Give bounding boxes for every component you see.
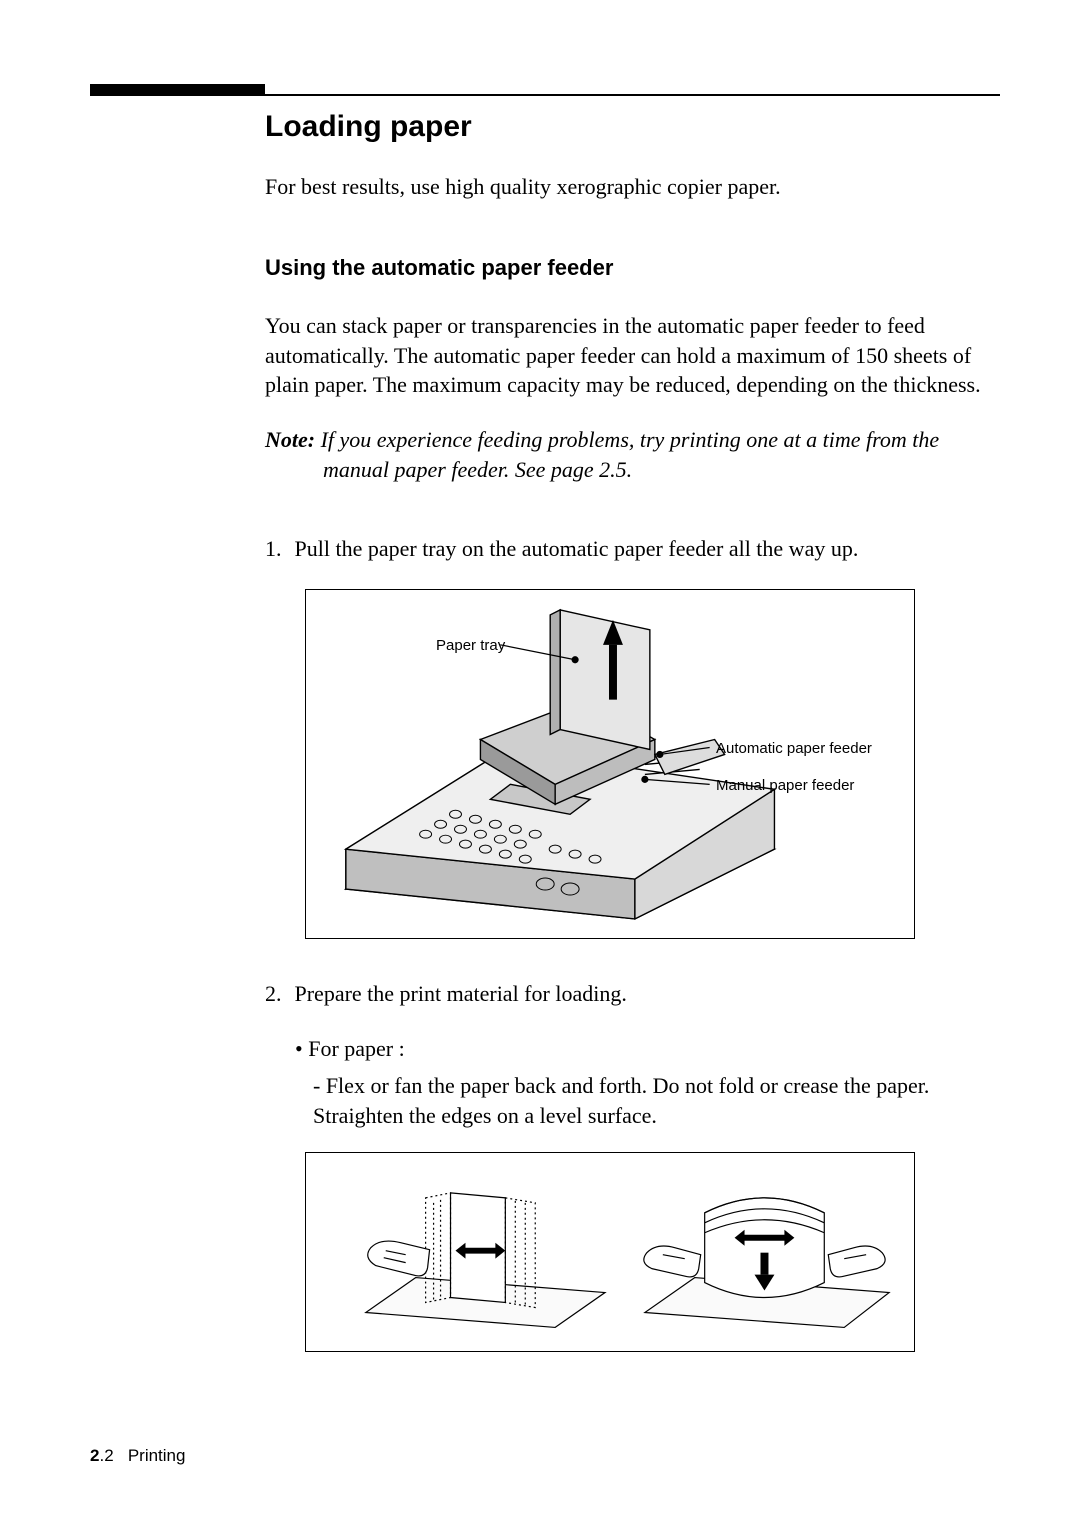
content-column: Loading paper For best results, use high…	[265, 110, 990, 1392]
step-2: 2. Prepare the print material for loadin…	[265, 979, 990, 1009]
step-1-num: 1.	[265, 534, 289, 564]
bullet-for-paper: • For paper :	[265, 1034, 990, 1065]
label-auto-feeder: Automatic paper feeder	[716, 740, 872, 757]
dash-flex-fan: - Flex or fan the paper back and forth. …	[265, 1071, 990, 1133]
step-2-num: 2.	[265, 979, 289, 1009]
page-footer: 2.2 Printing	[90, 1446, 185, 1466]
note-paragraph: Note: If you experience feeding problems…	[265, 425, 990, 484]
subheading: Using the automatic paper feeder	[265, 255, 990, 281]
body-paragraph-1: You can stack paper or transparencies in…	[265, 311, 990, 400]
label-paper-tray: Paper tray	[436, 637, 505, 654]
header-thick-bar	[90, 84, 265, 96]
intro-text: For best results, use high quality xerog…	[265, 174, 990, 200]
step-2-text: Prepare the print material for loading.	[289, 981, 627, 1006]
note-line2: manual paper feeder. See page 2.5.	[265, 455, 990, 485]
paper-handling-illustration	[306, 1153, 914, 1352]
footer-page-sub: .2	[99, 1446, 113, 1465]
footer-section: Printing	[128, 1446, 186, 1465]
note-line1: If you experience feeding problems, try …	[315, 427, 939, 452]
figure-1-printer: Paper tray Automatic paper feeder Manual…	[305, 589, 915, 939]
step-1-text: Pull the paper tray on the automatic pap…	[289, 536, 858, 561]
step-1: 1. Pull the paper tray on the automatic …	[265, 534, 990, 564]
label-manual-feeder: Manual paper feeder	[716, 777, 854, 794]
printer-illustration	[306, 590, 914, 939]
page-title: Loading paper	[265, 110, 990, 144]
figure-2-paper-handling	[305, 1152, 915, 1352]
note-label: Note:	[265, 427, 315, 452]
